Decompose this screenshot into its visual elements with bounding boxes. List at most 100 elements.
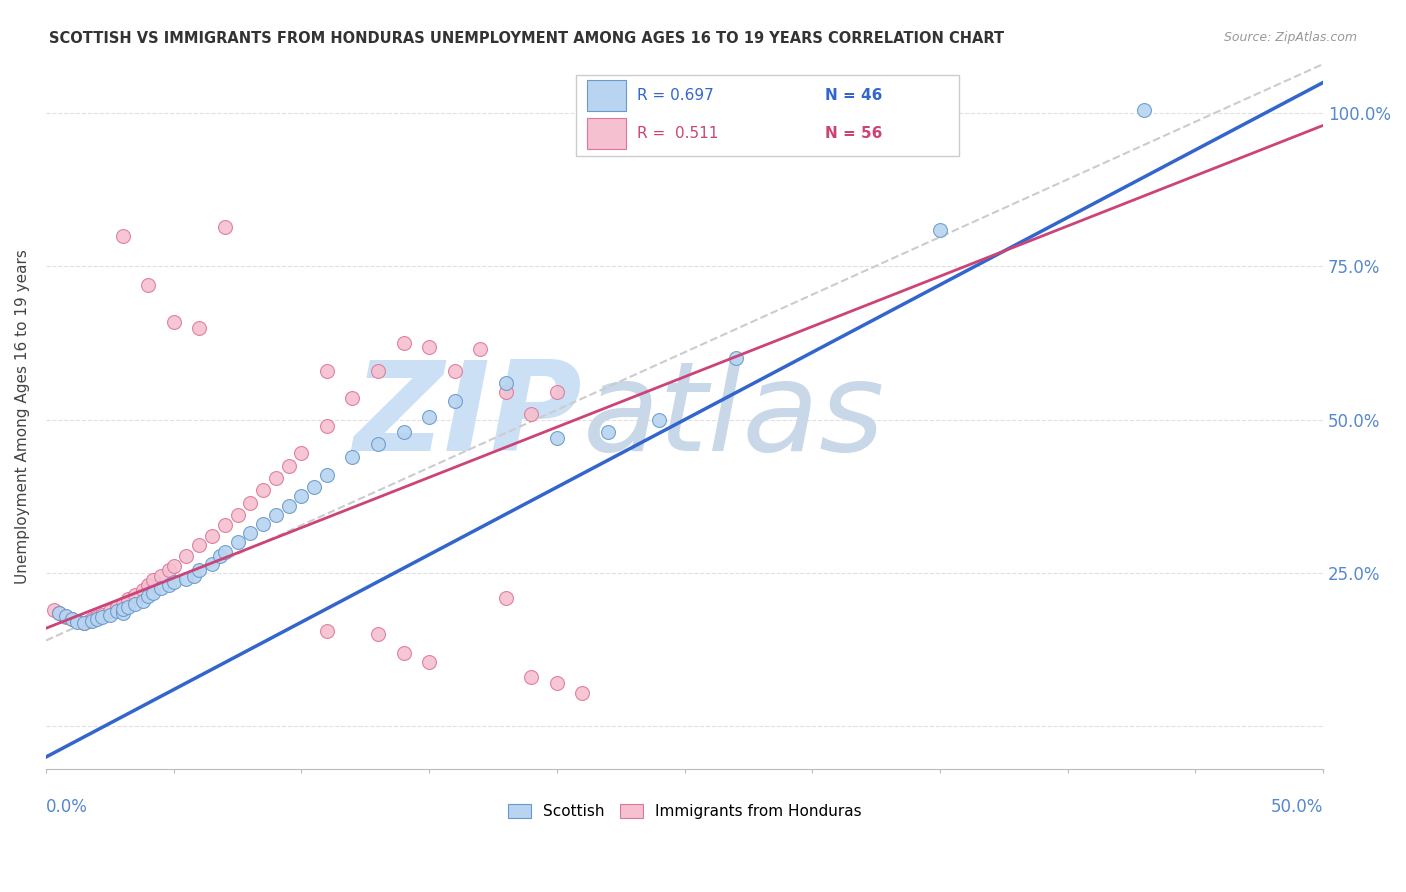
Immigrants from Honduras	[470, 343, 492, 357]
Immigrants from Honduras	[136, 277, 159, 292]
Scottish	[342, 450, 364, 464]
Immigrants from Honduras	[520, 407, 543, 421]
Scottish	[302, 480, 325, 494]
Scottish	[208, 549, 231, 563]
Immigrants from Honduras	[495, 591, 517, 605]
Immigrants from Honduras	[520, 670, 543, 684]
Immigrants from Honduras	[98, 604, 121, 618]
Immigrants from Honduras	[79, 614, 101, 628]
Scottish	[201, 557, 224, 571]
Scottish	[176, 572, 198, 586]
Immigrants from Honduras	[42, 603, 65, 617]
Scottish	[367, 437, 389, 451]
Scottish	[290, 490, 312, 504]
Immigrants from Honduras	[316, 418, 339, 433]
Immigrants from Honduras	[73, 616, 96, 631]
Immigrants from Honduras	[546, 676, 568, 690]
Immigrants from Honduras	[60, 612, 83, 626]
Text: atlas: atlas	[582, 356, 884, 477]
Scottish	[1133, 103, 1156, 117]
Immigrants from Honduras	[367, 627, 389, 641]
Scottish	[107, 604, 129, 618]
Immigrants from Honduras	[163, 315, 186, 329]
Immigrants from Honduras	[132, 583, 155, 598]
Immigrants from Honduras	[124, 588, 146, 602]
Scottish	[91, 610, 114, 624]
Immigrants from Honduras	[226, 508, 249, 522]
Scottish	[163, 575, 186, 590]
Scottish	[392, 425, 415, 439]
Scottish	[546, 431, 568, 445]
Scottish	[111, 601, 134, 615]
Immigrants from Honduras	[55, 610, 77, 624]
Immigrants from Honduras	[571, 686, 593, 700]
Scottish	[929, 222, 952, 236]
Scottish	[73, 616, 96, 631]
Immigrants from Honduras	[443, 364, 465, 378]
Scottish	[142, 585, 165, 599]
Scottish	[136, 590, 159, 604]
Immigrants from Honduras	[80, 612, 103, 626]
Immigrants from Honduras	[176, 549, 198, 563]
Immigrants from Honduras	[157, 563, 180, 577]
Scottish	[264, 508, 287, 522]
Text: ZIP: ZIP	[354, 356, 582, 477]
Legend: Scottish, Immigrants from Honduras: Scottish, Immigrants from Honduras	[502, 797, 868, 825]
Immigrants from Honduras	[188, 539, 211, 553]
Immigrants from Honduras	[48, 606, 70, 620]
Scottish	[188, 563, 211, 577]
Immigrants from Honduras	[277, 458, 299, 473]
Immigrants from Honduras	[52, 609, 75, 624]
Scottish	[117, 599, 139, 614]
Immigrants from Honduras	[65, 614, 87, 628]
Immigrants from Honduras	[316, 364, 339, 378]
Immigrants from Honduras	[290, 446, 312, 460]
Immigrants from Honduras	[214, 518, 236, 533]
Immigrants from Honduras	[392, 646, 415, 660]
Scottish	[98, 607, 121, 622]
Immigrants from Honduras	[418, 655, 440, 669]
Scottish	[277, 499, 299, 513]
Immigrants from Honduras	[136, 578, 159, 592]
Immigrants from Honduras	[392, 336, 415, 351]
Scottish	[111, 606, 134, 620]
Scottish	[183, 569, 205, 583]
Immigrants from Honduras	[111, 597, 134, 611]
Scottish	[55, 609, 77, 624]
Scottish	[149, 582, 172, 596]
Immigrants from Honduras	[86, 610, 108, 624]
Scottish	[124, 597, 146, 611]
Scottish	[80, 614, 103, 628]
Scottish	[239, 526, 262, 541]
Immigrants from Honduras	[418, 340, 440, 354]
Immigrants from Honduras	[188, 320, 211, 334]
Scottish	[724, 351, 747, 366]
Scottish	[252, 516, 274, 531]
Immigrants from Honduras	[546, 385, 568, 400]
Immigrants from Honduras	[111, 228, 134, 243]
Scottish	[132, 593, 155, 607]
Scottish	[418, 409, 440, 424]
Immigrants from Honduras	[342, 392, 364, 406]
Immigrants from Honduras	[264, 471, 287, 485]
Immigrants from Honduras	[316, 624, 339, 639]
Immigrants from Honduras	[149, 569, 172, 583]
Immigrants from Honduras	[117, 591, 139, 606]
Y-axis label: Unemployment Among Ages 16 to 19 years: Unemployment Among Ages 16 to 19 years	[15, 249, 30, 584]
Scottish	[596, 425, 619, 439]
Immigrants from Honduras	[142, 574, 165, 588]
Scottish	[226, 535, 249, 549]
Immigrants from Honduras	[495, 385, 517, 400]
Text: Source: ZipAtlas.com: Source: ZipAtlas.com	[1223, 31, 1357, 45]
Text: 50.0%: 50.0%	[1271, 797, 1323, 815]
Immigrants from Honduras	[163, 558, 186, 573]
Text: SCOTTISH VS IMMIGRANTS FROM HONDURAS UNEMPLOYMENT AMONG AGES 16 TO 19 YEARS CORR: SCOTTISH VS IMMIGRANTS FROM HONDURAS UNE…	[49, 31, 1004, 46]
Scottish	[65, 615, 87, 629]
Scottish	[60, 612, 83, 626]
Scottish	[157, 578, 180, 592]
Scottish	[48, 606, 70, 620]
Immigrants from Honduras	[91, 607, 114, 622]
Scottish	[86, 612, 108, 626]
Immigrants from Honduras	[214, 219, 236, 234]
Immigrants from Honduras	[252, 483, 274, 498]
